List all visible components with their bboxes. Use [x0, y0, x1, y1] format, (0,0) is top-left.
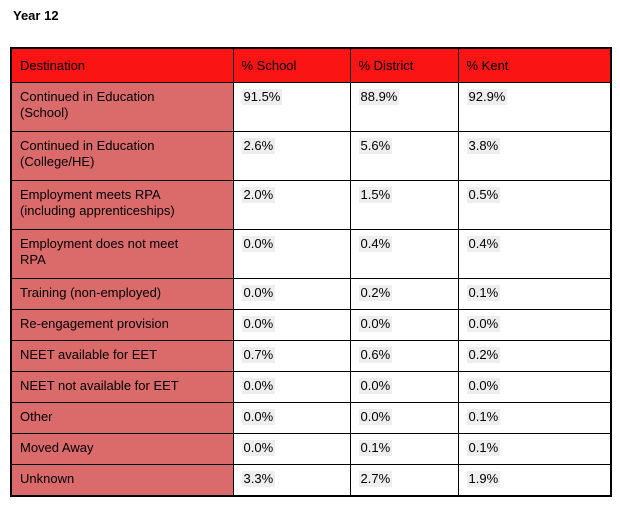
- kent-cell: 3.8%: [457, 131, 612, 181]
- destination-cell: Employment meets RPA (including apprenti…: [10, 180, 234, 230]
- table-row: Unknown 3.3% 2.7% 1.9%: [10, 464, 612, 497]
- value: 0.7%: [241, 347, 276, 363]
- table-row: Other 0.0% 0.0% 0.1%: [10, 402, 612, 434]
- table-row: Employment meets RPA (including apprenti…: [10, 180, 612, 230]
- district-cell: 88.9%: [349, 82, 459, 132]
- value: 0.0%: [241, 409, 276, 425]
- value: 0.0%: [466, 378, 501, 394]
- value: 0.1%: [466, 440, 501, 456]
- value: 0.1%: [466, 409, 501, 425]
- district-cell: 0.4%: [349, 229, 459, 279]
- kent-cell: 92.9%: [457, 82, 612, 132]
- district-cell: 0.0%: [349, 402, 459, 434]
- kent-cell: 0.0%: [457, 309, 612, 341]
- table-row: Employment does not meet RPA 0.0% 0.4% 0…: [10, 229, 612, 279]
- destination-cell: Continued in Education (College/HE): [10, 131, 234, 181]
- school-cell: 0.0%: [232, 402, 351, 434]
- col-header-school: % School: [232, 47, 351, 83]
- value: 0.6%: [358, 347, 393, 363]
- destination-cell: Continued in Education (School): [10, 82, 234, 132]
- value: 0.0%: [358, 409, 393, 425]
- district-cell: 0.2%: [349, 278, 459, 310]
- kent-cell: 0.1%: [457, 433, 612, 465]
- value: 2.6%: [241, 138, 276, 154]
- district-cell: 0.0%: [349, 309, 459, 341]
- value: 0.4%: [358, 236, 393, 252]
- value: 0.0%: [358, 378, 393, 394]
- value: 5.6%: [358, 138, 393, 154]
- destination-cell: NEET available for EET: [10, 340, 234, 372]
- district-cell: 2.7%: [349, 464, 459, 497]
- district-cell: 5.6%: [349, 131, 459, 181]
- value: 0.1%: [358, 440, 393, 456]
- school-cell: 0.0%: [232, 229, 351, 279]
- district-cell: 0.6%: [349, 340, 459, 372]
- value: 0.0%: [466, 316, 501, 332]
- value: 3.8%: [466, 138, 501, 154]
- kent-cell: 0.0%: [457, 371, 612, 403]
- value: 91.5%: [241, 89, 283, 105]
- school-cell: 2.0%: [232, 180, 351, 230]
- table-row: Re-engagement provision 0.0% 0.0% 0.0%: [10, 309, 612, 341]
- value: 0.0%: [241, 316, 276, 332]
- destination-cell: Other: [10, 402, 234, 434]
- school-cell: 0.0%: [232, 309, 351, 341]
- school-cell: 0.0%: [232, 278, 351, 310]
- destination-cell: Unknown: [10, 464, 234, 497]
- value: 2.0%: [241, 187, 276, 203]
- table-row: Training (non-employed) 0.0% 0.2% 0.1%: [10, 278, 612, 310]
- table-row: NEET not available for EET 0.0% 0.0% 0.0…: [10, 371, 612, 403]
- kent-cell: 0.2%: [457, 340, 612, 372]
- school-cell: 2.6%: [232, 131, 351, 181]
- school-cell: 0.0%: [232, 371, 351, 403]
- value: 0.0%: [241, 236, 276, 252]
- value: 0.2%: [358, 285, 393, 301]
- col-header-destination: Destination: [10, 47, 234, 83]
- value: 0.2%: [466, 347, 501, 363]
- page-title: Year 12: [13, 8, 59, 23]
- value: 0.0%: [241, 285, 276, 301]
- school-cell: 91.5%: [232, 82, 351, 132]
- col-header-kent: % Kent: [457, 47, 612, 83]
- value: 88.9%: [358, 89, 400, 105]
- destination-cell: Re-engagement provision: [10, 309, 234, 341]
- school-cell: 0.7%: [232, 340, 351, 372]
- value: 92.9%: [466, 89, 508, 105]
- school-cell: 0.0%: [232, 433, 351, 465]
- table-row: Moved Away 0.0% 0.1% 0.1%: [10, 433, 612, 465]
- district-cell: 1.5%: [349, 180, 459, 230]
- value: 0.0%: [241, 378, 276, 394]
- table-row: NEET available for EET 0.7% 0.6% 0.2%: [10, 340, 612, 372]
- destination-cell: Employment does not meet RPA: [10, 229, 234, 279]
- school-cell: 3.3%: [232, 464, 351, 497]
- table-row: Continued in Education (College/HE) 2.6%…: [10, 131, 612, 181]
- table-row: Continued in Education (School) 91.5% 88…: [10, 82, 612, 132]
- value: 0.1%: [466, 285, 501, 301]
- district-cell: 0.1%: [349, 433, 459, 465]
- district-cell: 0.0%: [349, 371, 459, 403]
- kent-cell: 0.1%: [457, 278, 612, 310]
- destination-cell: Moved Away: [10, 433, 234, 465]
- header-row: Destination % School % District % Kent: [10, 47, 612, 83]
- col-header-district: % District: [349, 47, 459, 83]
- value: 1.5%: [358, 187, 393, 203]
- kent-cell: 0.1%: [457, 402, 612, 434]
- value: 0.4%: [466, 236, 501, 252]
- destination-cell: NEET not available for EET: [10, 371, 234, 403]
- value: 3.3%: [241, 471, 276, 487]
- value: 1.9%: [466, 471, 501, 487]
- value: 0.5%: [466, 187, 501, 203]
- value: 0.0%: [241, 440, 276, 456]
- destination-cell: Training (non-employed): [10, 278, 234, 310]
- value: 0.0%: [358, 316, 393, 332]
- destinations-table: Destination % School % District % Kent C…: [10, 47, 612, 497]
- value: 2.7%: [358, 471, 393, 487]
- kent-cell: 1.9%: [457, 464, 612, 497]
- kent-cell: 0.5%: [457, 180, 612, 230]
- kent-cell: 0.4%: [457, 229, 612, 279]
